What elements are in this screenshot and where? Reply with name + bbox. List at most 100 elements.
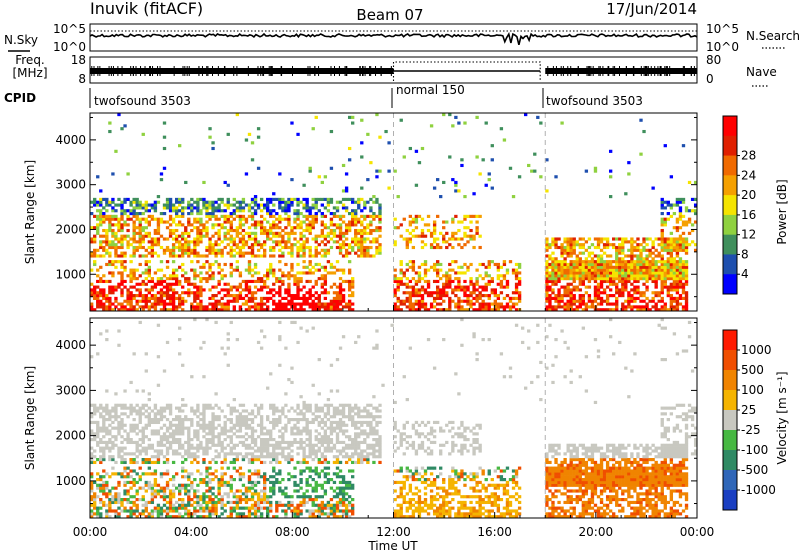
heatmap-cell: [445, 279, 449, 284]
heatmap-cell: [93, 248, 97, 252]
heatmap-cell: [114, 223, 118, 227]
heatmap-cell: [226, 515, 230, 519]
heatmap-cell: [514, 291, 519, 295]
heatmap-cell: [269, 265, 273, 269]
heatmap-cell: [363, 217, 367, 221]
heatmap-cell: [117, 285, 121, 289]
heatmap-cell: [138, 443, 142, 447]
heatmap-cell: [329, 223, 334, 227]
heatmap-cell: [141, 438, 145, 442]
heatmap-cell: [193, 506, 197, 510]
heatmap-cell: [132, 231, 136, 235]
heatmap-cell: [168, 426, 173, 430]
heatmap-cell: [165, 452, 170, 456]
heatmap-cell: [560, 265, 564, 269]
heatmap-cell: [217, 500, 221, 505]
heatmap-cell: [278, 203, 282, 207]
heatmap-cell: [341, 288, 346, 292]
heatmap-cell: [581, 299, 585, 303]
heatmap-cell: [578, 271, 582, 275]
heatmap-cell: [572, 277, 576, 281]
heatmap-cell: [90, 489, 94, 493]
heatmap-cell: [202, 288, 206, 292]
heatmap-cell: [278, 172, 282, 176]
heatmap-cell: [153, 489, 158, 493]
heatmap-cell: [320, 231, 324, 235]
heatmap-cell: [211, 212, 215, 216]
heatmap-cell: [256, 206, 261, 210]
heatmap-cell: [168, 228, 173, 233]
heatmap-cell: [96, 443, 100, 447]
heatmap-cell: [393, 277, 397, 281]
heatmap-cell: [232, 406, 236, 410]
heatmap-cell: [105, 429, 109, 433]
heatmap-cell: [323, 206, 328, 210]
heatmap-cell: [241, 206, 246, 210]
heatmap-cell: [117, 426, 121, 430]
heatmap-cell: [229, 288, 233, 292]
heatmap-cell: [678, 296, 683, 300]
heatmap-cell: [287, 237, 291, 241]
heatmap-cell: [272, 209, 276, 213]
heatmap-cell: [587, 265, 592, 269]
heatmap-cell: [214, 503, 218, 507]
heatmap-cell: [599, 299, 604, 303]
heatmap-cell: [211, 294, 215, 298]
heatmap-cell: [293, 243, 297, 247]
heatmap-cell: [347, 268, 352, 272]
heatmap-cell: [308, 245, 312, 250]
heatmap-cell: [269, 489, 273, 493]
heatmap-cell: [108, 475, 112, 479]
heatmap-cell: [144, 206, 148, 210]
heatmap-cell: [226, 418, 230, 422]
heatmap-cell: [472, 288, 476, 292]
heatmap-cell: [93, 296, 97, 300]
heatmap-cell: [93, 285, 97, 289]
heatmap-cell: [305, 279, 309, 284]
heatmap-cell: [150, 279, 155, 284]
heatmap-cell: [232, 240, 236, 244]
heatmap-cell: [147, 308, 151, 312]
heatmap-cell: [278, 277, 282, 281]
heatmap-cell: [132, 308, 136, 312]
heatmap-cell: [678, 200, 683, 204]
heatmap-cell: [202, 228, 206, 233]
heatmap-cell: [123, 308, 127, 312]
heatmap-cell: [235, 294, 240, 298]
heatmap-cell: [135, 288, 139, 292]
heatmap-cell: [599, 260, 604, 264]
heatmap-cell: [184, 251, 188, 255]
heatmap-cell: [439, 302, 443, 306]
heatmap-cell: [296, 277, 300, 281]
heatmap-cell: [578, 277, 582, 281]
heatmap-cell: [187, 418, 191, 422]
heatmap-cell: [205, 500, 209, 505]
heatmap-cell: [266, 512, 270, 516]
heatmap-cell: [266, 495, 270, 499]
heatmap-cell: [663, 277, 667, 281]
heatmap-cell: [181, 398, 185, 402]
heatmap-cell: [250, 512, 255, 516]
heatmap-cell: [202, 200, 206, 204]
heatmap-cell: [105, 403, 109, 407]
heatmap-cell: [223, 226, 227, 230]
heatmap-cell: [102, 217, 106, 221]
heatmap-cell: [190, 480, 194, 485]
heatmap-cell: [645, 277, 649, 281]
heatmap-cell: [478, 308, 482, 312]
heatmap-cell: [278, 299, 282, 303]
heatmap-cell: [338, 299, 343, 303]
colorbar-segment: [723, 175, 737, 196]
heatmap-cell: [675, 240, 680, 244]
heatmap-cell: [256, 503, 261, 507]
heatmap-cell: [229, 449, 233, 453]
heatmap-cell: [281, 279, 285, 284]
heatmap-cell: [296, 251, 300, 255]
heatmap-cell: [117, 506, 121, 510]
heatmap-cell: [165, 302, 170, 306]
heatmap-cell: [575, 265, 579, 269]
heatmap-cell: [317, 305, 321, 309]
heatmap-cell: [278, 279, 282, 284]
heatmap-cell: [618, 274, 622, 278]
heatmap-cell: [190, 438, 194, 442]
